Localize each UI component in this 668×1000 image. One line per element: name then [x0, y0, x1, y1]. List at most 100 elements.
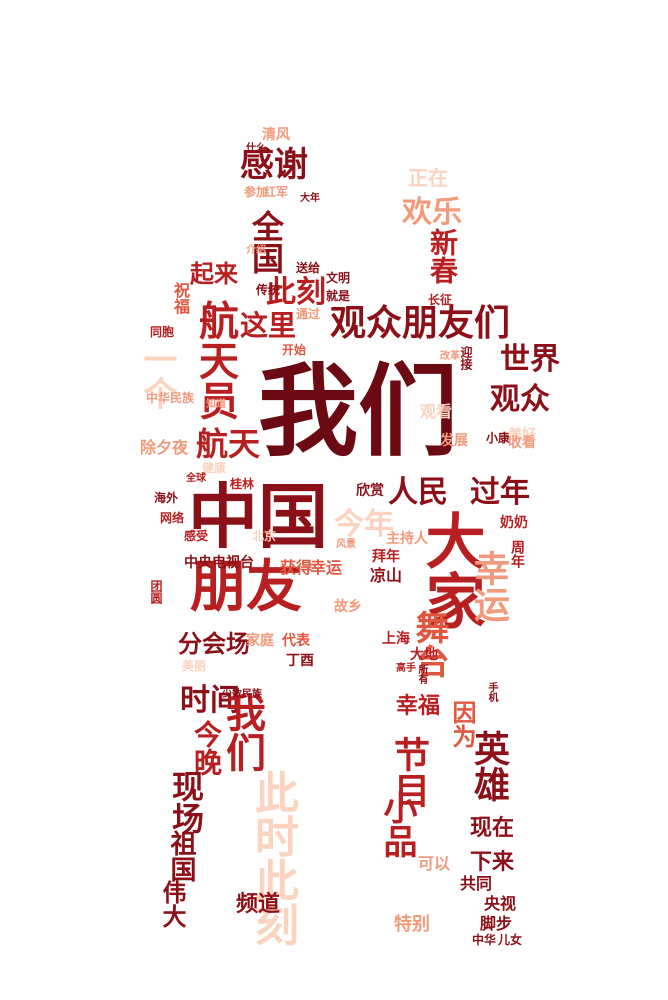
- cloud-word: 什么: [246, 143, 266, 154]
- cloud-word: 航天员: [192, 300, 238, 420]
- cloud-word: 幸运: [468, 550, 509, 622]
- cloud-word: 海外: [154, 491, 179, 505]
- cloud-word: 小品: [377, 790, 417, 858]
- cloud-word: 风景: [336, 539, 356, 550]
- cloud-word: 送给: [296, 261, 321, 275]
- cloud-word: 世界: [500, 342, 560, 377]
- cloud-word: 共同: [460, 874, 493, 893]
- cloud-word: 凉山: [370, 566, 403, 585]
- cloud-word: 欢乐: [402, 195, 462, 230]
- cloud-word: 现在: [470, 816, 515, 841]
- cloud-word: 幸福: [396, 694, 441, 719]
- cloud-word: 时间: [180, 683, 240, 718]
- cloud-word: 此刻: [266, 275, 326, 310]
- cloud-word: 介绍: [246, 245, 266, 256]
- cloud-word: 今晚: [190, 720, 223, 776]
- cloud-word: 少数民族: [222, 689, 262, 700]
- cloud-word: 中华民族: [146, 391, 195, 405]
- cloud-word: 北京: [252, 529, 277, 543]
- cloud-word: 美好: [508, 427, 536, 443]
- cloud-word: 欣赏: [356, 483, 384, 499]
- cloud-word: 儿女: [498, 933, 523, 947]
- cloud-word: 同胞: [150, 325, 175, 339]
- cloud-word: 中央电视台: [184, 555, 254, 571]
- cloud-word: 这里: [240, 309, 297, 342]
- cloud-word: 所有: [416, 664, 427, 684]
- cloud-word: 今年: [334, 507, 394, 542]
- cloud-word: 奶奶: [500, 515, 528, 531]
- cloud-word: 航天: [196, 425, 261, 463]
- cloud-word: 感谢: [240, 145, 308, 185]
- cloud-word: 获得: [280, 558, 313, 577]
- cloud-word: 中华: [472, 933, 497, 947]
- cloud-word: 美丽: [182, 659, 207, 673]
- cloud-word: 感受: [184, 529, 209, 543]
- cloud-word: 迎接: [459, 346, 473, 370]
- cloud-word: 就是: [326, 289, 351, 303]
- cloud-word: 文明: [326, 271, 351, 285]
- cloud-word: 全球: [186, 473, 206, 484]
- cloud-word: 团圆: [149, 580, 163, 604]
- cloud-word: 大地: [410, 647, 438, 663]
- cloud-word: 观众: [490, 382, 550, 417]
- cloud-word: 丁酉: [286, 653, 314, 669]
- cloud-word: 人民: [388, 475, 448, 510]
- cloud-word: 可以: [418, 854, 451, 873]
- cloud-word: 长征: [428, 293, 453, 307]
- cloud-word: 幸运: [310, 558, 343, 577]
- cloud-word: 桂林: [230, 477, 255, 491]
- cloud-word: 发展: [440, 433, 468, 449]
- cloud-word: 正在: [408, 166, 448, 190]
- cloud-word: 大家: [415, 510, 485, 630]
- cloud-word: 拜年: [372, 549, 400, 565]
- cloud-word: 此时此刻: [247, 770, 298, 946]
- cloud-word: 改革: [440, 351, 460, 362]
- cloud-word: 我们: [219, 692, 265, 772]
- cloud-word: 上海: [382, 631, 410, 647]
- cloud-word: 祝福: [171, 282, 190, 314]
- cloud-word: 祖国: [166, 830, 196, 882]
- cloud-word: 通过: [296, 307, 321, 321]
- cloud-word: 一个: [137, 342, 177, 410]
- cloud-word: 小康: [486, 431, 511, 445]
- cloud-word: 知道: [206, 399, 226, 410]
- cloud-word: 周年: [509, 540, 525, 568]
- cloud-word: 观看: [420, 402, 453, 421]
- cloud-word: 分会场: [178, 630, 250, 658]
- cloud-word: 开始: [282, 343, 307, 357]
- cloud-word: 收看: [508, 435, 536, 451]
- cloud-word: 主持人: [386, 531, 428, 547]
- cloud-word: 现场: [167, 770, 205, 834]
- cloud-word: 伟大: [158, 880, 186, 928]
- cloud-word: 除夕夜: [140, 438, 189, 457]
- cloud-word: 网络: [160, 511, 185, 525]
- cloud-word: 我们: [258, 353, 458, 470]
- cloud-word: 观众朋友们: [330, 303, 511, 344]
- cloud-word: 家庭: [246, 633, 274, 649]
- cloud-word: 频道: [236, 892, 281, 917]
- cloud-word: 大年: [300, 193, 320, 204]
- cloud-word: 节目: [388, 736, 429, 808]
- cloud-word: 红军: [264, 185, 289, 199]
- cloud-word: 清风: [262, 127, 290, 143]
- cloud-word: 全国: [247, 210, 285, 274]
- cloud-word: 舞台: [409, 610, 449, 678]
- cloud-word: 代表: [282, 633, 310, 649]
- cloud-word: 下来: [470, 850, 515, 875]
- cloud-word: 起来: [190, 260, 238, 288]
- cloud-word: 因为: [448, 700, 476, 748]
- cloud-word: 特别: [394, 914, 430, 935]
- cloud-word: 中国: [188, 476, 328, 558]
- cloud-word: 健康: [202, 461, 227, 475]
- cloud-word: 脚步: [480, 914, 513, 933]
- cloud-word: 传统: [256, 283, 281, 297]
- cloud-word: 故乡: [334, 599, 362, 615]
- cloud-word: 过年: [470, 475, 530, 510]
- cloud-word: 手机: [486, 682, 497, 702]
- cloud-word: 参加: [244, 185, 269, 199]
- cloud-word: 新春: [426, 228, 459, 284]
- cloud-word: 高手: [396, 663, 416, 674]
- cloud-word: 朋友: [190, 555, 302, 620]
- cloud-word: 英雄: [468, 730, 509, 802]
